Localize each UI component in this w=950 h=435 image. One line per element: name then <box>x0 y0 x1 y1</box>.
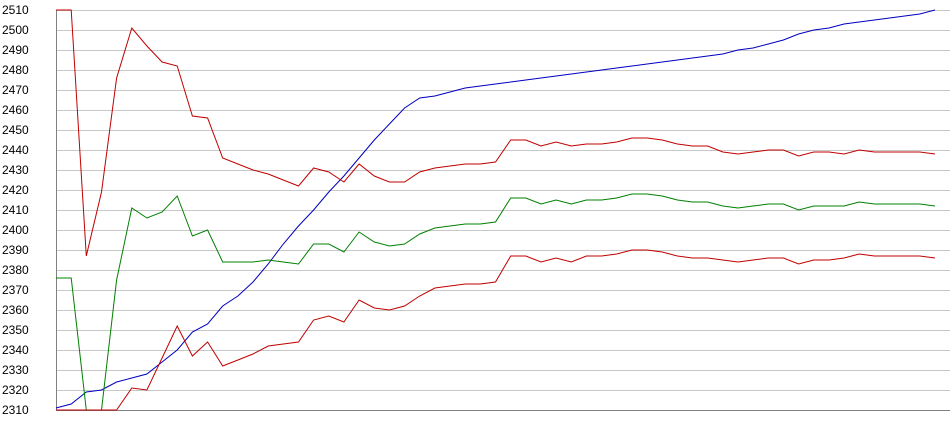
y-tick-label-2380: 2380 <box>2 263 29 277</box>
series-line-2 <box>56 9 936 257</box>
y-tick-label-2420: 2420 <box>2 183 29 197</box>
y-tick-label-2490: 2490 <box>2 43 29 57</box>
y-tick-label-2320: 2320 <box>2 383 29 397</box>
y-tick-label-2460: 2460 <box>2 103 29 117</box>
series-line-1 <box>55 9 936 409</box>
y-tick-label-2470: 2470 <box>2 83 29 97</box>
y-tick-label-2340: 2340 <box>2 343 29 357</box>
series-line-3 <box>56 193 936 411</box>
y-tick-label-2360: 2360 <box>2 303 29 317</box>
y-tick-label-2350: 2350 <box>2 323 29 337</box>
y-tick-label-2480: 2480 <box>2 63 29 77</box>
series-line-4 <box>56 249 936 411</box>
y-tick-label-2370: 2370 <box>2 283 29 297</box>
y-tick-label-2310: 2310 <box>2 403 29 417</box>
y-tick-label-2500: 2500 <box>2 23 29 37</box>
y-tick-label-2390: 2390 <box>2 243 29 257</box>
y-tick-label-2430: 2430 <box>2 163 29 177</box>
y-tick-label-2410: 2410 <box>2 203 29 217</box>
y-tick-label-2330: 2330 <box>2 363 29 377</box>
series-lines <box>55 9 936 411</box>
y-tick-label-2510: 2510 <box>2 3 29 17</box>
y-tick-label-2400: 2400 <box>2 223 29 237</box>
y-axis-tick-labels: 2310 2320 2330 2340 2350 2360 2370 2380 2390 2400… <box>2 3 29 417</box>
y-tick-label-2450: 2450 <box>2 123 29 137</box>
y-tick-label-2440: 2440 <box>2 143 29 157</box>
